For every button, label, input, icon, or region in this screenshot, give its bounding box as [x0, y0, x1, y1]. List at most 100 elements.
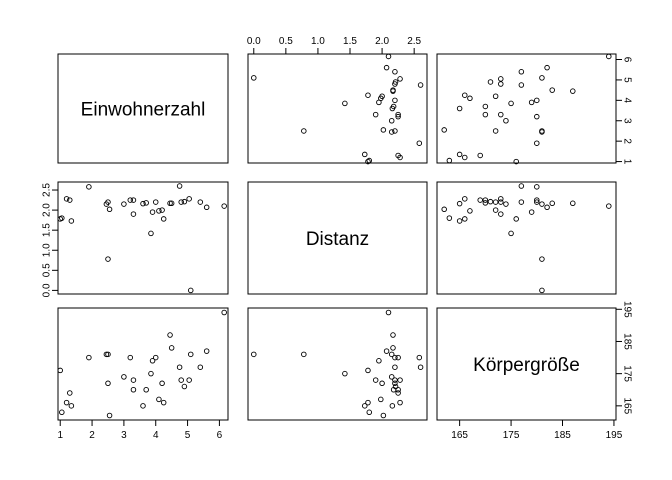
- data-point-2-0-1: [105, 351, 111, 358]
- data-point-2-0-2: [148, 370, 154, 377]
- data-point-1-2-29: [492, 207, 499, 213]
- data-point-0-2-19: [570, 88, 576, 94]
- data-point-0-1-31: [389, 105, 396, 112]
- data-point-0-2-31: [456, 105, 463, 112]
- data-point-0-1-6: [380, 127, 387, 133]
- data-point-1-2-30: [487, 198, 494, 205]
- data-point-0-1-20: [385, 53, 392, 60]
- data-point-2-0-23: [57, 367, 63, 374]
- data-point-2-0-17: [103, 351, 110, 358]
- tick-label-y-1-0: 0.0: [42, 283, 53, 297]
- data-point-1-2-6: [441, 206, 447, 213]
- data-point-2-0-31: [140, 403, 146, 409]
- data-point-0-1-29: [379, 93, 385, 100]
- data-point-2-1-19: [390, 332, 396, 338]
- data-point-1-2-26: [549, 200, 555, 207]
- panel-1-0: [57, 181, 229, 295]
- data-point-0-2-5: [446, 157, 453, 164]
- data-point-1-0-18: [63, 196, 70, 202]
- data-point-1-0-3: [68, 218, 75, 224]
- data-point-1-2-16: [518, 199, 525, 205]
- data-point-1-2-15: [482, 200, 489, 206]
- data-point-2-0-11: [152, 354, 159, 361]
- data-point-0-2-25: [477, 152, 483, 159]
- data-point-1-2-31: [456, 200, 463, 207]
- data-point-2-1-8: [378, 396, 384, 403]
- data-point-1-0-8: [156, 208, 162, 214]
- data-point-2-0-30: [181, 383, 188, 390]
- tick-label-y-0-3: 4: [621, 98, 632, 104]
- data-point-1-0-16: [197, 199, 204, 205]
- data-point-2-0-24: [149, 358, 156, 364]
- data-point-0-1-0: [251, 75, 257, 81]
- data-point-0-2-6: [441, 127, 447, 133]
- data-point-2-1-17: [388, 351, 395, 358]
- data-point-2-1-2: [342, 370, 348, 377]
- data-point-2-0-29: [159, 380, 165, 387]
- tick-label-y-0-1: 2: [621, 138, 632, 144]
- data-point-2-1-26: [390, 345, 396, 351]
- data-point-1-2-0: [539, 287, 545, 294]
- tick-label-y-0-5: 6: [621, 57, 632, 63]
- panel-1-1: [247, 181, 428, 295]
- tick-label-y-2-1: 175: [621, 365, 632, 382]
- panel-1-2: [436, 181, 617, 295]
- data-point-1-2-12: [498, 199, 504, 205]
- data-point-0-1-30: [392, 79, 399, 85]
- data-point-2-0-20: [221, 309, 227, 316]
- data-point-2-1-7: [372, 377, 379, 383]
- data-point-2-1-5: [366, 409, 373, 416]
- tick-label-x-2-0: 165: [451, 430, 468, 441]
- data-point-0-2-0: [539, 75, 545, 81]
- data-point-0-2-26: [549, 87, 555, 93]
- data-point-1-0-21: [176, 183, 183, 189]
- data-point-1-2-13: [534, 184, 540, 190]
- tick-label-x-0-5: 6: [217, 430, 223, 441]
- data-point-2-1-28: [392, 380, 398, 387]
- data-point-2-0-12: [178, 377, 184, 383]
- data-point-1-2-25: [477, 197, 483, 203]
- data-point-1-0-20: [221, 203, 227, 209]
- tick-label-y-2-3: 195: [621, 301, 632, 318]
- data-point-1-2-20: [606, 203, 612, 209]
- data-point-2-0-26: [168, 345, 175, 351]
- data-point-1-0-24: [149, 209, 156, 215]
- data-point-1-2-7: [498, 211, 504, 217]
- data-point-2-0-14: [186, 377, 192, 383]
- data-point-2-1-21: [417, 364, 424, 370]
- data-point-0-2-27: [482, 111, 489, 118]
- data-point-2-1-22: [395, 354, 401, 361]
- data-point-1-0-6: [106, 206, 113, 213]
- data-point-0-2-29: [492, 93, 499, 100]
- data-point-2-1-11: [392, 354, 398, 361]
- data-point-2-1-13: [416, 354, 423, 361]
- data-point-1-0-10: [121, 201, 127, 207]
- data-point-1-2-27: [482, 197, 489, 203]
- tick-label-y-2-2: 185: [621, 333, 632, 350]
- data-point-0-1-10: [388, 117, 395, 124]
- tick-label-x-1-0: 0.0: [247, 36, 261, 47]
- tick-label-x-2-3: 195: [606, 430, 623, 441]
- variable-label-1: Distanz: [306, 229, 369, 250]
- data-point-0-1-23: [365, 158, 371, 165]
- tick-label-x-0-1: 2: [89, 430, 95, 441]
- data-point-0-1-3: [362, 151, 368, 158]
- panel-0-0: [57, 53, 229, 164]
- panel-2-1: [247, 307, 428, 421]
- tick-label-y-0-0: 1: [621, 159, 632, 165]
- data-point-0-2-28: [492, 128, 499, 134]
- data-point-2-1-20: [385, 309, 392, 316]
- data-point-1-2-11: [534, 199, 540, 205]
- tick-label-x-1-5: 2.5: [407, 36, 421, 47]
- data-point-1-2-9: [544, 204, 550, 211]
- data-point-0-1-1: [301, 128, 307, 134]
- data-point-1-0-14: [186, 196, 192, 202]
- data-point-2-0-19: [167, 332, 173, 338]
- data-point-2-0-13: [86, 354, 92, 361]
- data-point-0-2-4: [462, 92, 468, 98]
- data-point-0-1-5: [366, 157, 373, 164]
- data-point-1-0-15: [143, 200, 149, 206]
- data-point-1-0-25: [67, 197, 73, 203]
- data-point-0-2-22: [534, 113, 540, 120]
- data-point-1-2-1: [539, 256, 545, 262]
